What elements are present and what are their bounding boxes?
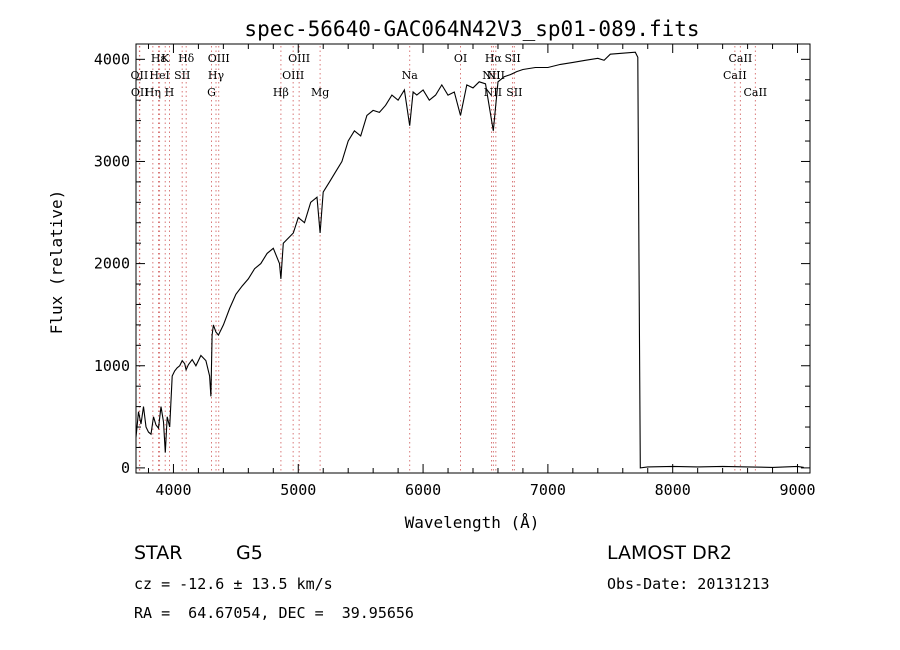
spectral-line-label: OII bbox=[131, 86, 149, 99]
spectral-line-label: Mg bbox=[311, 86, 329, 99]
x-tick-label: 7000 bbox=[530, 481, 566, 499]
x-tick-label: 9000 bbox=[779, 481, 815, 499]
spectral-line-label: Hβ bbox=[273, 86, 289, 99]
spectral-line-label: SII bbox=[504, 52, 520, 65]
spectral-line-label: OIII bbox=[282, 69, 304, 82]
spectral-line-label: SII bbox=[174, 69, 190, 82]
chart-title: spec-56640-GAC064N42V3_sp01-089.fits bbox=[244, 17, 699, 41]
spectral-line-label: Na bbox=[402, 69, 419, 82]
spectral-line-label: OIII bbox=[208, 52, 230, 65]
x-tick-label: 8000 bbox=[655, 481, 691, 499]
coordinates-label: RA = 64.67054, DEC = 39.95656 bbox=[134, 604, 414, 622]
spectral-line-label: H bbox=[165, 86, 175, 99]
y-axis-ticks: 0 1000 2000 3000 4000 bbox=[94, 50, 810, 477]
x-axis-ticks: 4000 5000 6000 7000 8000 9000 bbox=[147, 44, 816, 499]
spectral-line-label: K bbox=[161, 52, 170, 65]
survey-label: LAMOST DR2 bbox=[607, 542, 732, 564]
y-tick-label: 3000 bbox=[94, 152, 130, 170]
spectral-line-label: Hα bbox=[485, 52, 503, 65]
spectral-line-label: Hε bbox=[151, 52, 167, 65]
obs-date-label: Obs-Date: 20131213 bbox=[607, 575, 770, 593]
spectral-line-label: NII bbox=[487, 69, 505, 82]
x-axis-label: Wavelength (Å) bbox=[405, 513, 540, 532]
spectral-line-label: CaII bbox=[729, 52, 753, 65]
y-axis-label: Flux (relative) bbox=[47, 190, 66, 335]
spectral-line-markers bbox=[138, 46, 756, 471]
x-tick-label: 4000 bbox=[155, 481, 191, 499]
spectral-line-label: CaII bbox=[743, 86, 767, 99]
spectral-line-label: OI bbox=[454, 52, 467, 65]
y-tick-label: 0 bbox=[121, 459, 130, 477]
spectral-line-label: G bbox=[207, 86, 216, 99]
y-tick-label: 1000 bbox=[94, 357, 130, 375]
spectrum-series-line bbox=[135, 51, 804, 469]
spectral-line-label: Hγ bbox=[208, 69, 225, 82]
spectral-line-label: Hδ bbox=[178, 52, 195, 65]
spectral-line-label: SII bbox=[506, 86, 522, 99]
spectral-line-label: HeI bbox=[149, 69, 169, 82]
x-tick-label: 6000 bbox=[405, 481, 441, 499]
subclass-label: G5 bbox=[236, 542, 263, 564]
plot-frame bbox=[135, 43, 811, 474]
x-tick-label: 5000 bbox=[280, 481, 316, 499]
y-tick-label: 4000 bbox=[94, 50, 130, 68]
spectral-line-label: Hη bbox=[145, 86, 161, 99]
y-tick-label: 2000 bbox=[94, 255, 130, 273]
spectral-line-label: OII bbox=[131, 69, 149, 82]
spectral-line-label: CaII bbox=[723, 69, 747, 82]
class-label: STAR bbox=[134, 542, 183, 564]
spectral-line-label: NII bbox=[482, 69, 500, 82]
spectral-line-label: OIII bbox=[288, 52, 310, 65]
redshift-label: cz = -12.6 ± 13.5 km/s bbox=[134, 575, 333, 593]
